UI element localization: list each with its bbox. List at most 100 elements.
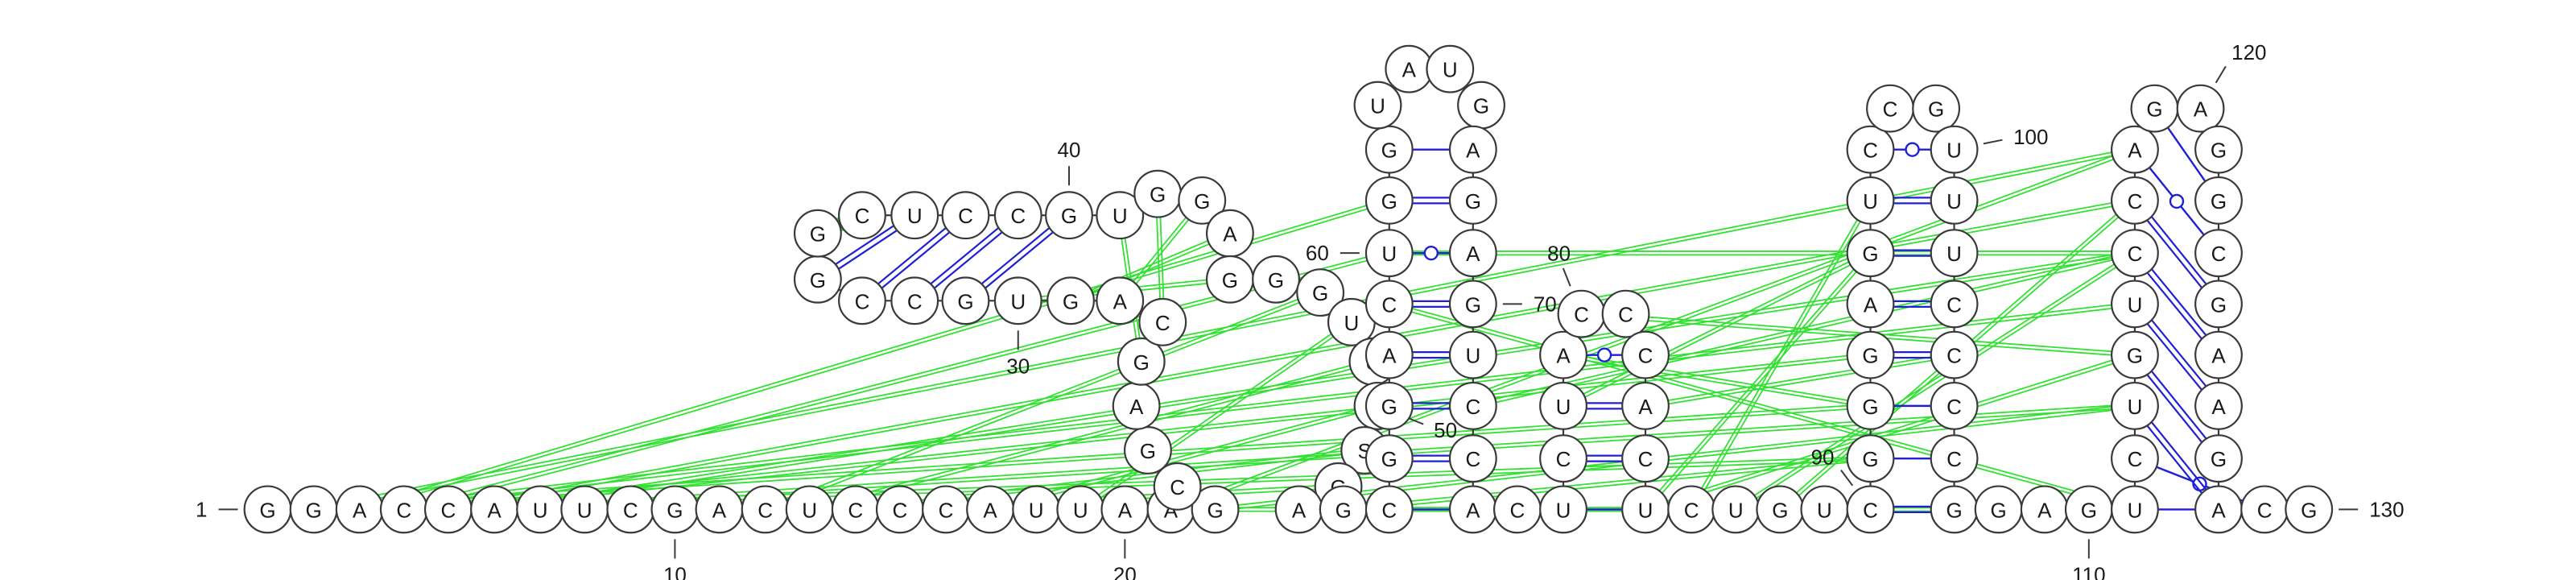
tertiary-interaction [1071, 234, 1232, 304]
nucleotide-circle [2194, 280, 2243, 329]
nucleotide: C [2111, 176, 2159, 225]
position-label: 90 [1811, 445, 1835, 470]
tertiary-interaction [1069, 230, 1230, 300]
nucleotide: A [2176, 84, 2225, 133]
nucleotide-letter: G [2081, 498, 2097, 522]
nucleotide: G [289, 485, 338, 534]
nucleotide-letter: U [907, 204, 923, 228]
nucleotide-letter: C [1574, 303, 1589, 327]
nucleotide-circle [1448, 330, 1497, 379]
nucleotide-circle [1930, 381, 1979, 430]
nucleotide-letter: G [1862, 242, 1878, 266]
nucleotide: G [1912, 84, 1961, 133]
nucleotide-circle [1846, 125, 1895, 174]
nucleotide: U [1621, 485, 1670, 534]
nucleotide-letter: G [1465, 189, 1481, 213]
nucleotide: U [1930, 176, 1979, 225]
nucleotide: U [1448, 330, 1497, 379]
nucleotide-letter: C [440, 498, 456, 522]
nucleotide: U [1711, 485, 1761, 534]
nucleotide-letter: G [1862, 395, 1878, 419]
nucleotide: G [793, 255, 842, 304]
nucleotide-letter: C [623, 498, 638, 522]
nucleotide: G [1457, 81, 1505, 130]
nucleotide-circle [1448, 125, 1497, 174]
nucleotide: A [1448, 485, 1497, 534]
nucleotide: G [1205, 255, 1254, 304]
position-tick [2215, 65, 2227, 84]
nucleotide: A [1385, 44, 1434, 93]
nucleotide-circle [2111, 434, 2159, 483]
nucleotide: G [1252, 255, 1300, 304]
nucleotide-letter: G [1194, 189, 1210, 213]
nucleotide-letter: U [1443, 58, 1458, 82]
nucleotide-letter: A [2194, 97, 2208, 122]
nucleotide-circle [1912, 84, 1961, 133]
nucleotide: C [1138, 297, 1187, 346]
nucleotide: A [2111, 125, 2159, 174]
nucleotide-letter: C [892, 498, 907, 522]
nucleotide-circle [2111, 280, 2159, 329]
tertiary-interaction [1472, 251, 2135, 405]
nucleotide-letter: C [1946, 395, 1962, 419]
nucleotide-letter: A [2211, 498, 2226, 522]
wobble-marker [1905, 142, 1920, 157]
nucleotide-letter: C [855, 289, 870, 313]
nucleotide: U [890, 191, 939, 240]
nucleotide: C [1153, 462, 1202, 511]
nucleotide-circle [1153, 462, 1202, 511]
nucleotide: A [2194, 330, 2243, 379]
tertiary-interaction [1079, 320, 1352, 509]
nucleotide: A [335, 485, 384, 534]
nucleotide-circle [1621, 330, 1670, 379]
nucleotide-letter: U [2128, 395, 2143, 419]
nucleotide-letter: U [1556, 498, 1571, 522]
nucleotide-circle [993, 191, 1042, 240]
nucleotide: C [379, 485, 428, 534]
nucleotide: C [1667, 485, 1716, 534]
nucleotide-letter: C [1381, 292, 1397, 317]
tertiary-interaction [808, 358, 1373, 509]
nucleotide-circle [1846, 434, 1895, 483]
position-label: 50 [1434, 418, 1457, 442]
nucleotide-letter: C [1510, 498, 1525, 522]
nucleotide-circle [1448, 229, 1497, 278]
nucleotide: A [1100, 485, 1150, 534]
nucleotide-letter: C [1381, 498, 1397, 522]
nucleotide-letter: G [259, 498, 275, 522]
nucleotide-circle [1178, 176, 1227, 225]
nucleotide-circle [1621, 381, 1670, 430]
nucleotide: C [1364, 485, 1414, 534]
nucleotide-letter: G [1772, 498, 1788, 522]
nucleotide-letter: G [810, 222, 826, 246]
nucleotide: G [1756, 485, 1805, 534]
nucleotide-letter: U [1863, 189, 1878, 213]
nucleotide: G [1364, 434, 1414, 483]
nucleotide-circle [2194, 330, 2243, 379]
nucleotide: U [993, 276, 1042, 325]
nucleotide: C [423, 485, 473, 534]
nucleotide: A [1274, 485, 1323, 534]
nucleotide: G [2130, 84, 2179, 133]
nucleotide: C [606, 485, 655, 534]
nucleotide: U [1930, 125, 1979, 174]
nucleotide-letter: A [1466, 242, 1480, 266]
nucleotide-circle [2111, 229, 2159, 278]
tertiary-interaction [1645, 355, 1955, 408]
nucleotide-letter: U [1381, 242, 1397, 266]
nucleotide: G [1364, 125, 1414, 174]
nucleotide-letter: G [1381, 395, 1397, 419]
nucleotide: C [1846, 485, 1895, 534]
nucleotide-letter: U [577, 498, 592, 522]
nucleotide: G [1046, 276, 1095, 325]
nucleotide: C [1866, 84, 1914, 133]
nucleotide: G [1364, 176, 1414, 225]
nucleotide: G [1045, 191, 1093, 240]
nucleotide-letter: G [2146, 97, 2162, 122]
nucleotide-letter: G [305, 498, 321, 522]
nucleotide-letter: A [1223, 222, 1237, 246]
nucleotide-letter: C [1155, 311, 1170, 335]
nucleotide-letter: C [1556, 447, 1571, 471]
